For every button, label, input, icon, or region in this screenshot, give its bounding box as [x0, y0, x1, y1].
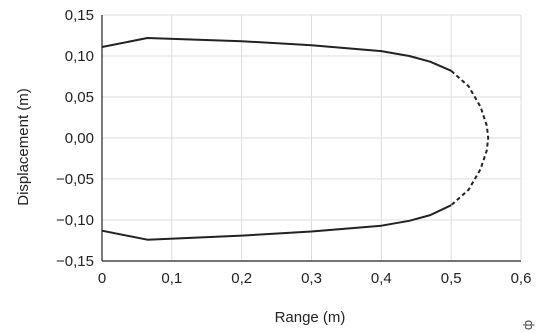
y-tick-label: −0,10 [56, 212, 94, 229]
y-axis-label: Displacement (m) [15, 88, 32, 206]
series-line-1 [101, 37, 452, 72]
axes [101, 15, 521, 262]
series-lines [101, 37, 490, 241]
y-tick-label: 0,00 [65, 130, 94, 147]
y-tick-label: 0,10 [65, 48, 94, 65]
y-axis-ticks: 0,15 0,10 0,05 0,00 −0,05 −0,10 −0,15 [56, 7, 94, 270]
x-tick-label: 0,4 [371, 270, 392, 287]
grid [101, 14, 522, 262]
x-tick-label: 0,1 [161, 270, 182, 287]
x-axis-label: Range (m) [275, 309, 346, 326]
y-tick-label: −0,15 [56, 253, 94, 270]
x-tick-label: 0 [98, 270, 106, 287]
x-tick-label: 0,5 [441, 270, 462, 287]
x-tick-label: 0,3 [301, 270, 322, 287]
x-tick-label: 0,2 [231, 270, 252, 287]
series-line-2 [450, 70, 490, 206]
y-tick-label: 0,05 [65, 89, 94, 106]
corner-mark: ф [521, 320, 535, 330]
x-tick-label: 0,6 [511, 270, 532, 287]
y-tick-label: −0,05 [56, 171, 94, 188]
series-line-3 [101, 204, 452, 241]
x-axis-ticks: 0 0,1 0,2 0,3 0,4 0,5 0,6 [98, 270, 532, 287]
y-tick-label: 0,15 [65, 7, 94, 24]
